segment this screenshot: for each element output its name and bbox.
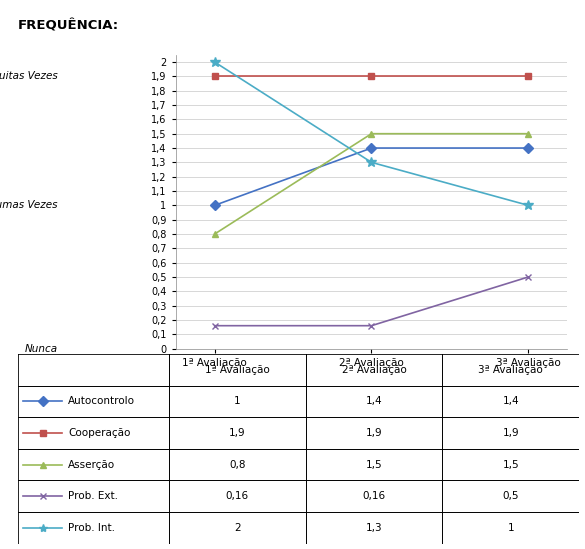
Text: 1,5: 1,5 xyxy=(366,460,382,469)
Text: 1,4: 1,4 xyxy=(503,396,519,406)
Text: Prob. Int.: Prob. Int. xyxy=(68,523,115,533)
Text: 1,9: 1,9 xyxy=(366,428,382,438)
Text: 1: 1 xyxy=(507,523,514,533)
Line: Autocontrolo: Autocontrolo xyxy=(211,144,532,209)
Line: Cooperação: Cooperação xyxy=(211,73,532,80)
Prob. Int. xyxy=(525,202,532,209)
Text: 0,5: 0,5 xyxy=(503,491,519,501)
Text: 0,8: 0,8 xyxy=(229,460,246,469)
Asserção xyxy=(211,231,218,237)
Text: 0,16: 0,16 xyxy=(226,491,249,501)
Text: 3ª Avaliação: 3ª Avaliação xyxy=(479,365,543,375)
Line: Prob. Int.: Prob. Int. xyxy=(210,57,533,210)
Text: Nunca: Nunca xyxy=(25,344,58,354)
Text: 1,3: 1,3 xyxy=(366,523,382,533)
Autocontrolo xyxy=(525,145,532,152)
Autocontrolo xyxy=(211,202,218,209)
Prob. Ext. xyxy=(525,274,532,281)
Text: 2: 2 xyxy=(234,523,241,533)
Text: 1,9: 1,9 xyxy=(229,428,246,438)
Text: 1ª Avaliação: 1ª Avaliação xyxy=(205,365,270,375)
Text: FREQUÊNCIA:: FREQUÊNCIA: xyxy=(18,19,119,32)
Text: 0,16: 0,16 xyxy=(362,491,386,501)
Prob. Ext. xyxy=(368,322,375,329)
Asserção xyxy=(525,131,532,137)
Text: Algumas Vezes: Algumas Vezes xyxy=(0,200,58,210)
Line: Asserção: Asserção xyxy=(211,130,532,238)
Text: Cooperação: Cooperação xyxy=(68,428,130,438)
Text: 1,9: 1,9 xyxy=(503,428,519,438)
Text: Muitas Vezes: Muitas Vezes xyxy=(0,71,58,81)
Text: Asserção: Asserção xyxy=(68,460,115,469)
Autocontrolo xyxy=(368,145,375,152)
Cooperação xyxy=(525,73,532,80)
Text: 1,5: 1,5 xyxy=(503,460,519,469)
Prob. Int. xyxy=(211,59,218,65)
Cooperação xyxy=(211,73,218,80)
Text: Autocontrolo: Autocontrolo xyxy=(68,396,135,406)
Asserção xyxy=(368,131,375,137)
Text: 2ª Avaliação: 2ª Avaliação xyxy=(342,365,406,375)
Text: 1,4: 1,4 xyxy=(366,396,382,406)
Line: Prob. Ext.: Prob. Ext. xyxy=(211,273,532,329)
Text: 1: 1 xyxy=(234,396,241,406)
Text: Prob. Ext.: Prob. Ext. xyxy=(68,491,118,501)
Prob. Ext. xyxy=(211,322,218,329)
Cooperação xyxy=(368,73,375,80)
Prob. Int. xyxy=(368,159,375,166)
